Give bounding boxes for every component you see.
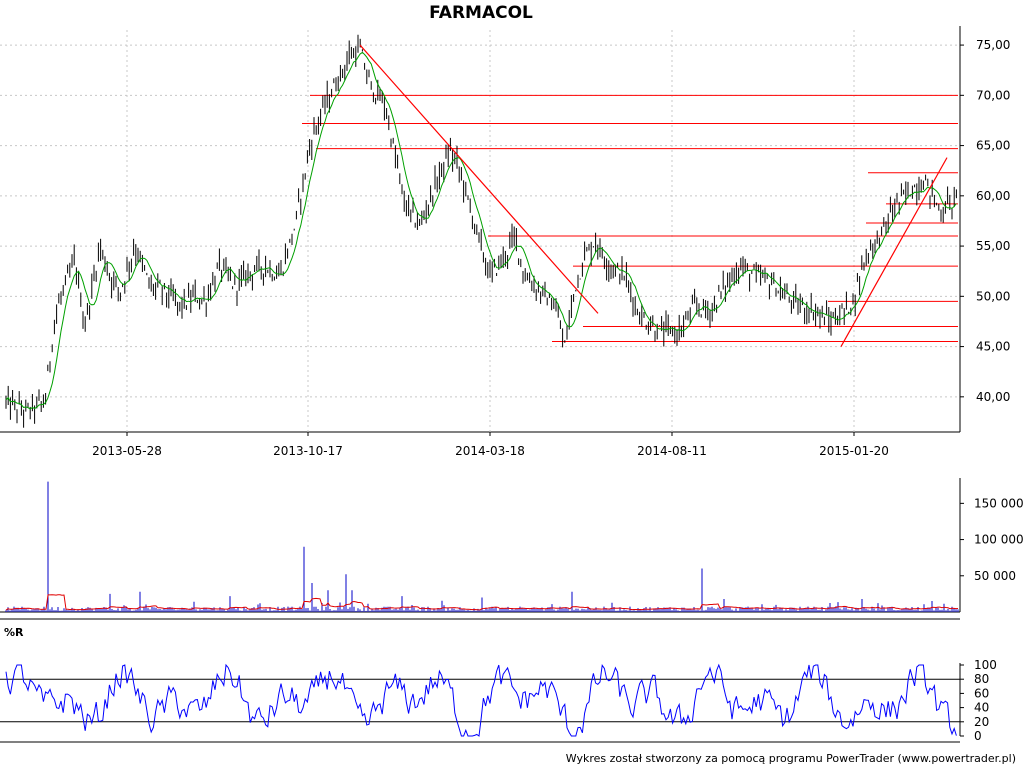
y-tick-label: 65,00 — [976, 139, 1010, 153]
footer-credit: Wykres został stworzony za pomocą progra… — [566, 752, 1016, 765]
x-tick-label: 2013-10-17 — [273, 444, 343, 458]
wr-tick-label: 60 — [974, 686, 989, 700]
williams-r-label: %R — [4, 626, 24, 639]
volume-average-line — [5, 594, 959, 611]
trend-lines — [359, 44, 948, 347]
support-resistance-lines — [302, 94, 958, 343]
volume-bars — [5, 481, 959, 612]
volume-tick-label: 50 000 — [974, 569, 1016, 583]
y-tick-label: 70,00 — [976, 88, 1010, 102]
trend-line — [840, 157, 948, 347]
wr-tick-label: 80 — [974, 672, 989, 686]
moving-average-line — [5, 51, 957, 410]
x-tick-label: 2015-01-20 — [819, 444, 889, 458]
wr-tick-label: 20 — [974, 715, 989, 729]
y-tick-label: 50,00 — [976, 289, 1010, 303]
x-tick-label: 2014-08-11 — [637, 444, 707, 458]
price-candles — [5, 34, 957, 428]
x-tick-label: 2014-03-18 — [455, 444, 525, 458]
y-tick-label: 55,00 — [976, 239, 1010, 253]
wr-tick-label: 100 — [974, 658, 997, 672]
y-tick-label: 45,00 — [976, 340, 1010, 354]
volume-axis: 150 000 100 000 50 000 — [960, 496, 1024, 583]
y-tick-label: 60,00 — [976, 189, 1010, 203]
wr-tick-label: 40 — [974, 701, 989, 715]
volume-tick-label: 150 000 — [974, 496, 1024, 510]
volume-tick-label: 100 000 — [974, 533, 1024, 547]
y-tick-label: 75,00 — [976, 38, 1010, 52]
x-tick-label: 2013-05-28 — [92, 444, 162, 458]
wr-tick-label: 0 — [974, 729, 982, 743]
williams-r-line — [5, 663, 957, 737]
trend-line — [359, 44, 599, 314]
price-axis: 2013-05-28 2013-10-17 2014-03-18 2014-08-11… — [92, 38, 1010, 458]
williams-r-grid — [0, 663, 961, 743]
y-tick-label: 40,00 — [976, 390, 1010, 404]
chart-title: FARMACOL — [429, 3, 533, 23]
